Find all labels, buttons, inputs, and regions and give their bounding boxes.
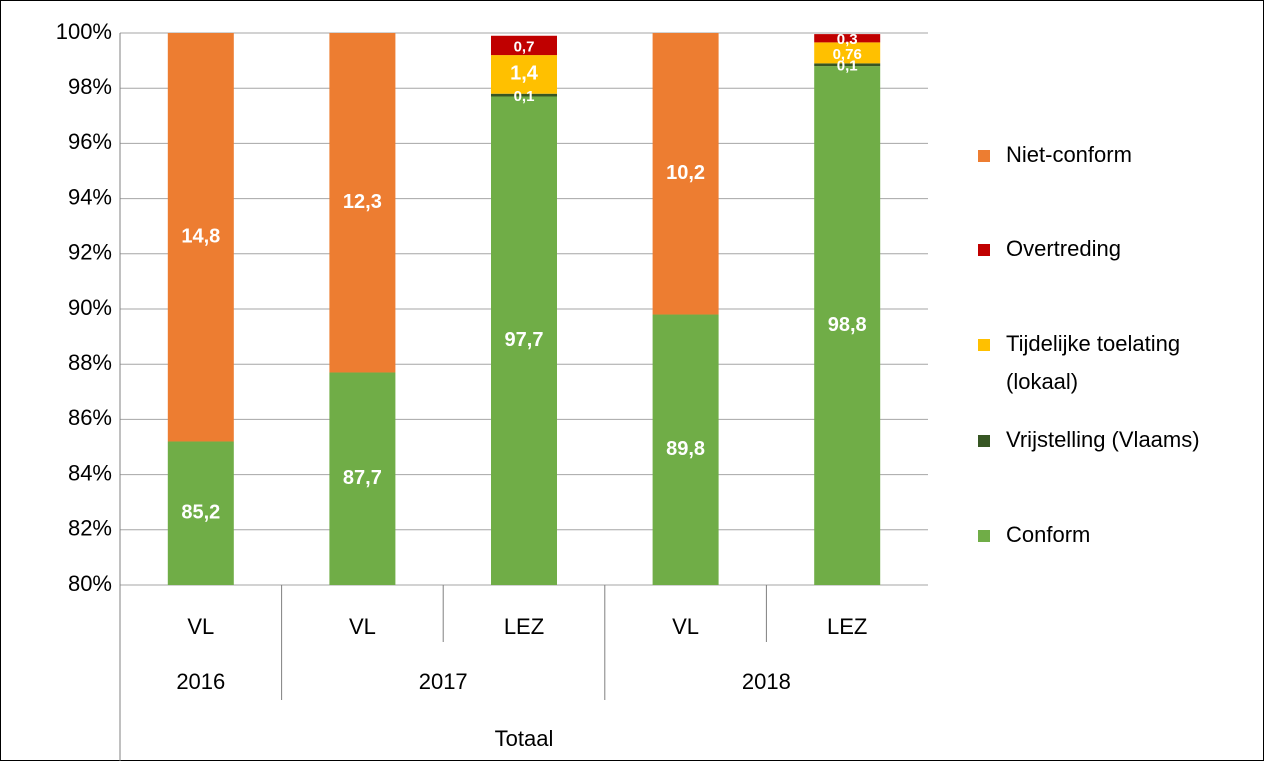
bar-segment: [491, 55, 557, 94]
data-label: 14,8: [181, 226, 220, 248]
data-label: 10,2: [666, 162, 705, 184]
y-tick-label: 88%: [68, 350, 112, 375]
legend-swatch: [978, 339, 990, 351]
data-label: 0,1: [514, 88, 535, 105]
group-label: 2017: [419, 669, 468, 694]
legend-swatch: [978, 244, 990, 256]
legend-label: Tijdelijke toelating (lokaal): [1006, 331, 1186, 394]
bar-segment: [652, 33, 719, 315]
y-tick-label: 80%: [68, 571, 112, 596]
bar-segment: [652, 314, 719, 585]
y-tick-label: 92%: [68, 240, 112, 265]
data-label: 89,8: [666, 438, 705, 460]
y-tick-label: 96%: [68, 129, 112, 154]
data-label: 0,7: [514, 38, 535, 55]
legend-line: (lokaal): [1006, 369, 1078, 394]
legend-swatch: [978, 530, 990, 542]
plot-area: [167, 33, 881, 585]
x-tick-label: LEZ: [827, 614, 867, 639]
y-tick-label: 90%: [68, 295, 112, 320]
x-tick-label: VL: [349, 614, 376, 639]
bar-segment: [491, 96, 557, 585]
legend-label: Conform: [1006, 522, 1090, 547]
y-tick-label: 100%: [56, 19, 112, 44]
bar-segment: [814, 42, 881, 64]
data-label: 12,3: [343, 191, 382, 213]
legend-label: Niet-conform: [1006, 142, 1132, 167]
bar-segment: [814, 34, 881, 43]
y-tick-label: 82%: [68, 516, 112, 541]
legend-swatch: [978, 150, 990, 162]
x-tick-label: LEZ: [504, 614, 544, 639]
data-label: 0,76: [833, 46, 862, 63]
x-axis-label: Totaal: [495, 726, 554, 751]
legend-label: Vrijstelling (Vlaams): [1006, 427, 1200, 452]
y-tick-label: 94%: [68, 184, 112, 209]
bar-segment: [167, 33, 234, 442]
bar-segment: [814, 63, 881, 67]
y-tick-label: 86%: [68, 405, 112, 430]
y-tick-label: 98%: [68, 74, 112, 99]
legend-line: Tijdelijke toelating: [1006, 331, 1186, 356]
x-tick-label: VL: [187, 614, 214, 639]
y-tick-label: 84%: [68, 460, 112, 485]
bar-segment: [167, 441, 234, 585]
legend-swatch: [978, 435, 990, 447]
group-label: 2016: [176, 669, 225, 694]
data-label: 97,7: [505, 329, 544, 351]
data-label: 87,7: [343, 467, 382, 489]
bar-segment: [491, 93, 557, 97]
x-tick-label: VL: [672, 614, 699, 639]
legend-label: Overtreding: [1006, 236, 1121, 261]
group-label: 2018: [742, 669, 791, 694]
bar-segment: [329, 33, 396, 373]
data-label: 0,1: [837, 58, 858, 75]
bar-segment: [329, 372, 396, 585]
bar-segment: [814, 66, 881, 585]
data-label: 1,4: [510, 63, 539, 85]
data-label: 0,3: [837, 31, 858, 48]
data-label: 98,8: [828, 314, 867, 336]
bar-segment: [491, 35, 557, 56]
data-label: 85,2: [181, 502, 220, 524]
